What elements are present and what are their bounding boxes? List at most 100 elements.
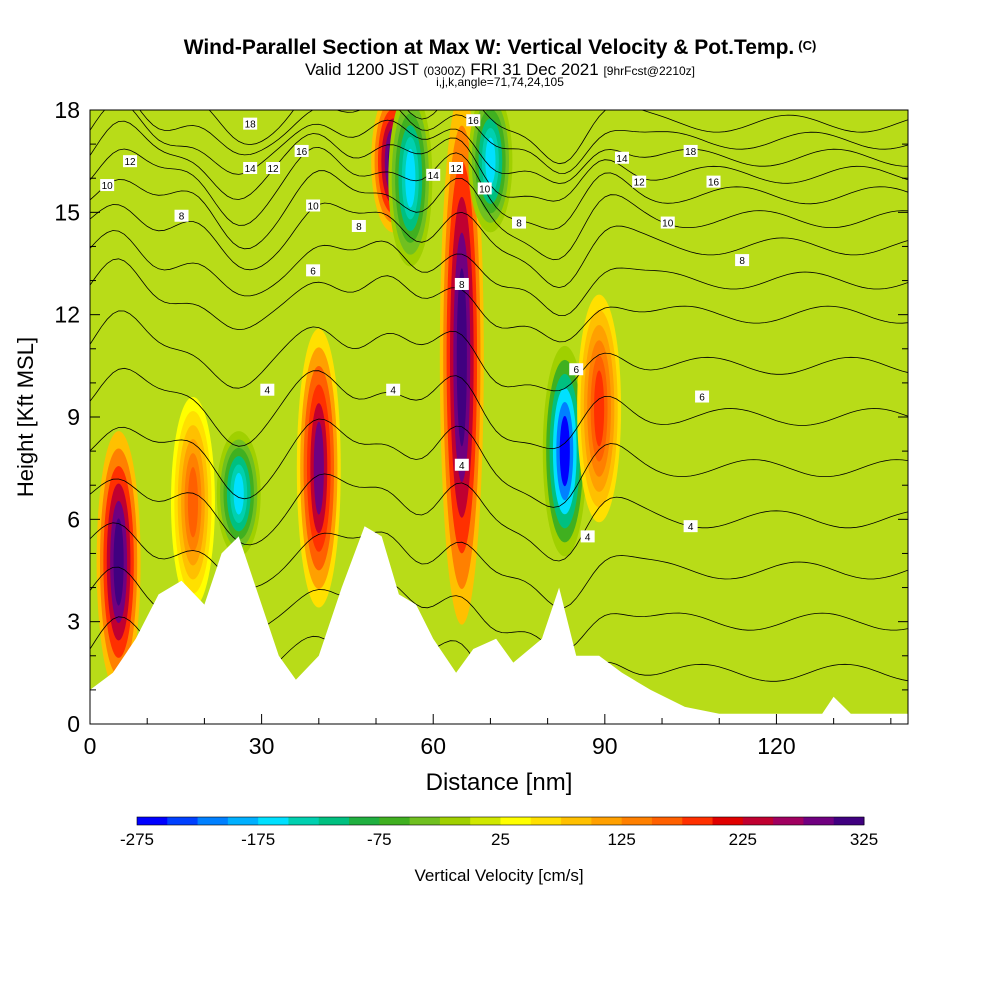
contour-label: 14 bbox=[614, 151, 629, 165]
contour-label: 14 bbox=[243, 161, 258, 175]
theta-contour bbox=[90, 258, 908, 343]
velocity-cell bbox=[216, 431, 261, 557]
contour-label-bg bbox=[174, 209, 189, 222]
colorbar-swatch bbox=[137, 817, 168, 825]
y-tick-label: 12 bbox=[54, 302, 80, 328]
contour-label-bg bbox=[266, 161, 281, 174]
colorbar-swatch bbox=[621, 817, 653, 825]
contour-label-text: 12 bbox=[267, 164, 279, 175]
contour-label-bg bbox=[614, 151, 629, 164]
colorbar-tick-label: 325 bbox=[850, 830, 878, 849]
contour-label-text: 10 bbox=[308, 202, 320, 213]
contour-label: 4 bbox=[683, 520, 698, 533]
theta-contour bbox=[90, 230, 908, 316]
colorbar-tick-label: -175 bbox=[241, 830, 275, 849]
contour-label-bg bbox=[306, 264, 321, 277]
contour-label-text: 14 bbox=[428, 171, 440, 182]
colorbar-swatch bbox=[591, 817, 623, 825]
contour-label: 6 bbox=[695, 390, 710, 404]
colorbar-swatch bbox=[561, 817, 592, 825]
y-tick-label: 6 bbox=[67, 506, 80, 532]
contour-label-text: 18 bbox=[685, 147, 697, 158]
contour-label: 12 bbox=[266, 161, 281, 175]
contour-label: 8 bbox=[454, 277, 469, 291]
colorbar-swatch bbox=[773, 817, 804, 825]
velocity-cell bbox=[542, 345, 587, 557]
theta-contour bbox=[90, 146, 908, 230]
velocity-shade bbox=[405, 148, 416, 208]
contour-label: 12 bbox=[123, 155, 138, 168]
contour-label-text: 12 bbox=[451, 164, 463, 175]
contour-label: 12 bbox=[449, 161, 464, 175]
colorbar-swatch bbox=[227, 817, 259, 825]
contour-label-bg bbox=[100, 179, 115, 192]
contour-label: 4 bbox=[580, 530, 595, 543]
contour-label-bg bbox=[449, 161, 464, 174]
contour-label: 12 bbox=[632, 175, 647, 189]
contour-label-text: 12 bbox=[124, 157, 136, 168]
contour-label: 8 bbox=[351, 219, 366, 233]
colorbar-swatch bbox=[318, 817, 350, 825]
contour-label-bg bbox=[660, 216, 675, 229]
colorbar-swatch bbox=[651, 817, 683, 825]
contour-label-bg bbox=[683, 144, 698, 157]
contour-label: 16 bbox=[294, 144, 309, 158]
contour-label: 8 bbox=[512, 216, 527, 230]
theta-contour bbox=[90, 202, 908, 289]
contour-label-text: 8 bbox=[516, 219, 522, 230]
contour-label-text: 14 bbox=[616, 154, 628, 165]
colorbar-swatch bbox=[439, 817, 471, 825]
contour-label: 6 bbox=[569, 363, 584, 376]
contour-label: 4 bbox=[386, 383, 401, 397]
contour-label: 16 bbox=[706, 175, 721, 189]
contour-label-bg bbox=[735, 254, 750, 267]
contour-label-bg bbox=[351, 219, 366, 232]
velocity-shade bbox=[233, 472, 244, 515]
velocity-cell bbox=[170, 397, 215, 608]
contour-label: 14 bbox=[426, 168, 441, 182]
theta-contour bbox=[90, 367, 908, 450]
contour-label-text: 8 bbox=[179, 212, 185, 223]
colorbar-swatch bbox=[530, 817, 562, 825]
velocity-shade bbox=[313, 421, 324, 515]
contour-label-bg bbox=[580, 530, 595, 543]
contour-label-bg bbox=[294, 144, 309, 157]
contour-label-bg bbox=[260, 383, 275, 396]
velocity-shade bbox=[559, 416, 570, 487]
contour-label-text: 6 bbox=[573, 365, 579, 376]
velocity-cell bbox=[388, 110, 433, 267]
colorbar-tick-label: 25 bbox=[491, 830, 510, 849]
contour-label-text: 10 bbox=[102, 181, 114, 192]
contour-label: 4 bbox=[454, 458, 469, 472]
contour-label-bg bbox=[306, 199, 321, 212]
velocity-cell bbox=[577, 294, 622, 523]
colorbar-swatch bbox=[167, 817, 199, 825]
y-tick-label: 15 bbox=[54, 199, 80, 225]
contour-label-text: 16 bbox=[468, 116, 480, 127]
theta-contour bbox=[90, 473, 908, 562]
chart-subtitle: Valid 1200 JST (0300Z) FRI 31 Dec 2021 [… bbox=[304, 60, 696, 79]
contour-label-bg bbox=[386, 383, 401, 396]
contour-label: 10 bbox=[306, 199, 321, 213]
chart-title: Wind-Parallel Section at Max W: Vertical… bbox=[183, 36, 817, 59]
contour-label-bg bbox=[123, 155, 138, 168]
colorbar-tick-label: -75 bbox=[367, 830, 392, 849]
colorbar-frame bbox=[136, 816, 865, 826]
contour-label: 8 bbox=[735, 254, 750, 267]
contour-label-text: 4 bbox=[459, 461, 465, 472]
colorbar-swatch bbox=[682, 817, 714, 825]
contour-label: 6 bbox=[306, 264, 321, 277]
contour-label-text: 18 bbox=[245, 120, 257, 131]
contour-label-text: 6 bbox=[699, 393, 705, 404]
velocity-shade bbox=[485, 137, 496, 185]
y-axis-label: Height [Kft MSL] bbox=[13, 337, 38, 497]
colorbar-tick-label: 225 bbox=[729, 830, 757, 849]
velocity-cell bbox=[439, 110, 484, 625]
contour-label-text: 4 bbox=[265, 386, 271, 397]
contour-label-bg bbox=[706, 175, 721, 188]
contour-label-bg bbox=[512, 216, 527, 229]
colorbar-swatch bbox=[379, 817, 411, 825]
theta-contour bbox=[90, 418, 908, 508]
contour-label-text: 12 bbox=[634, 178, 646, 189]
